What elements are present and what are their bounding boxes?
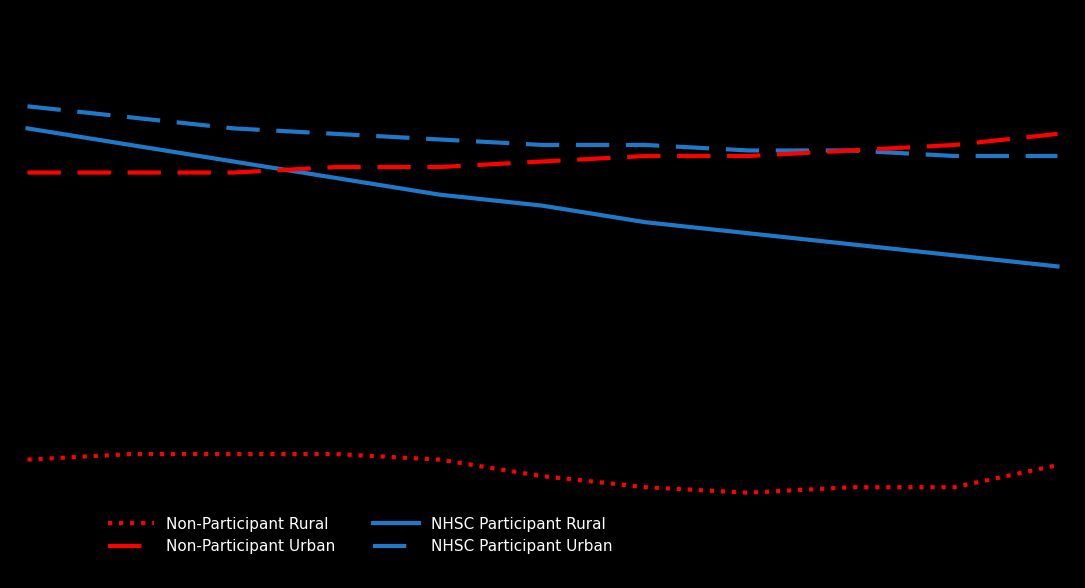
Legend: Non-Participant Rural, Non-Participant Urban, NHSC Participant Rural, NHSC Parti: Non-Participant Rural, Non-Participant U…: [100, 509, 621, 562]
